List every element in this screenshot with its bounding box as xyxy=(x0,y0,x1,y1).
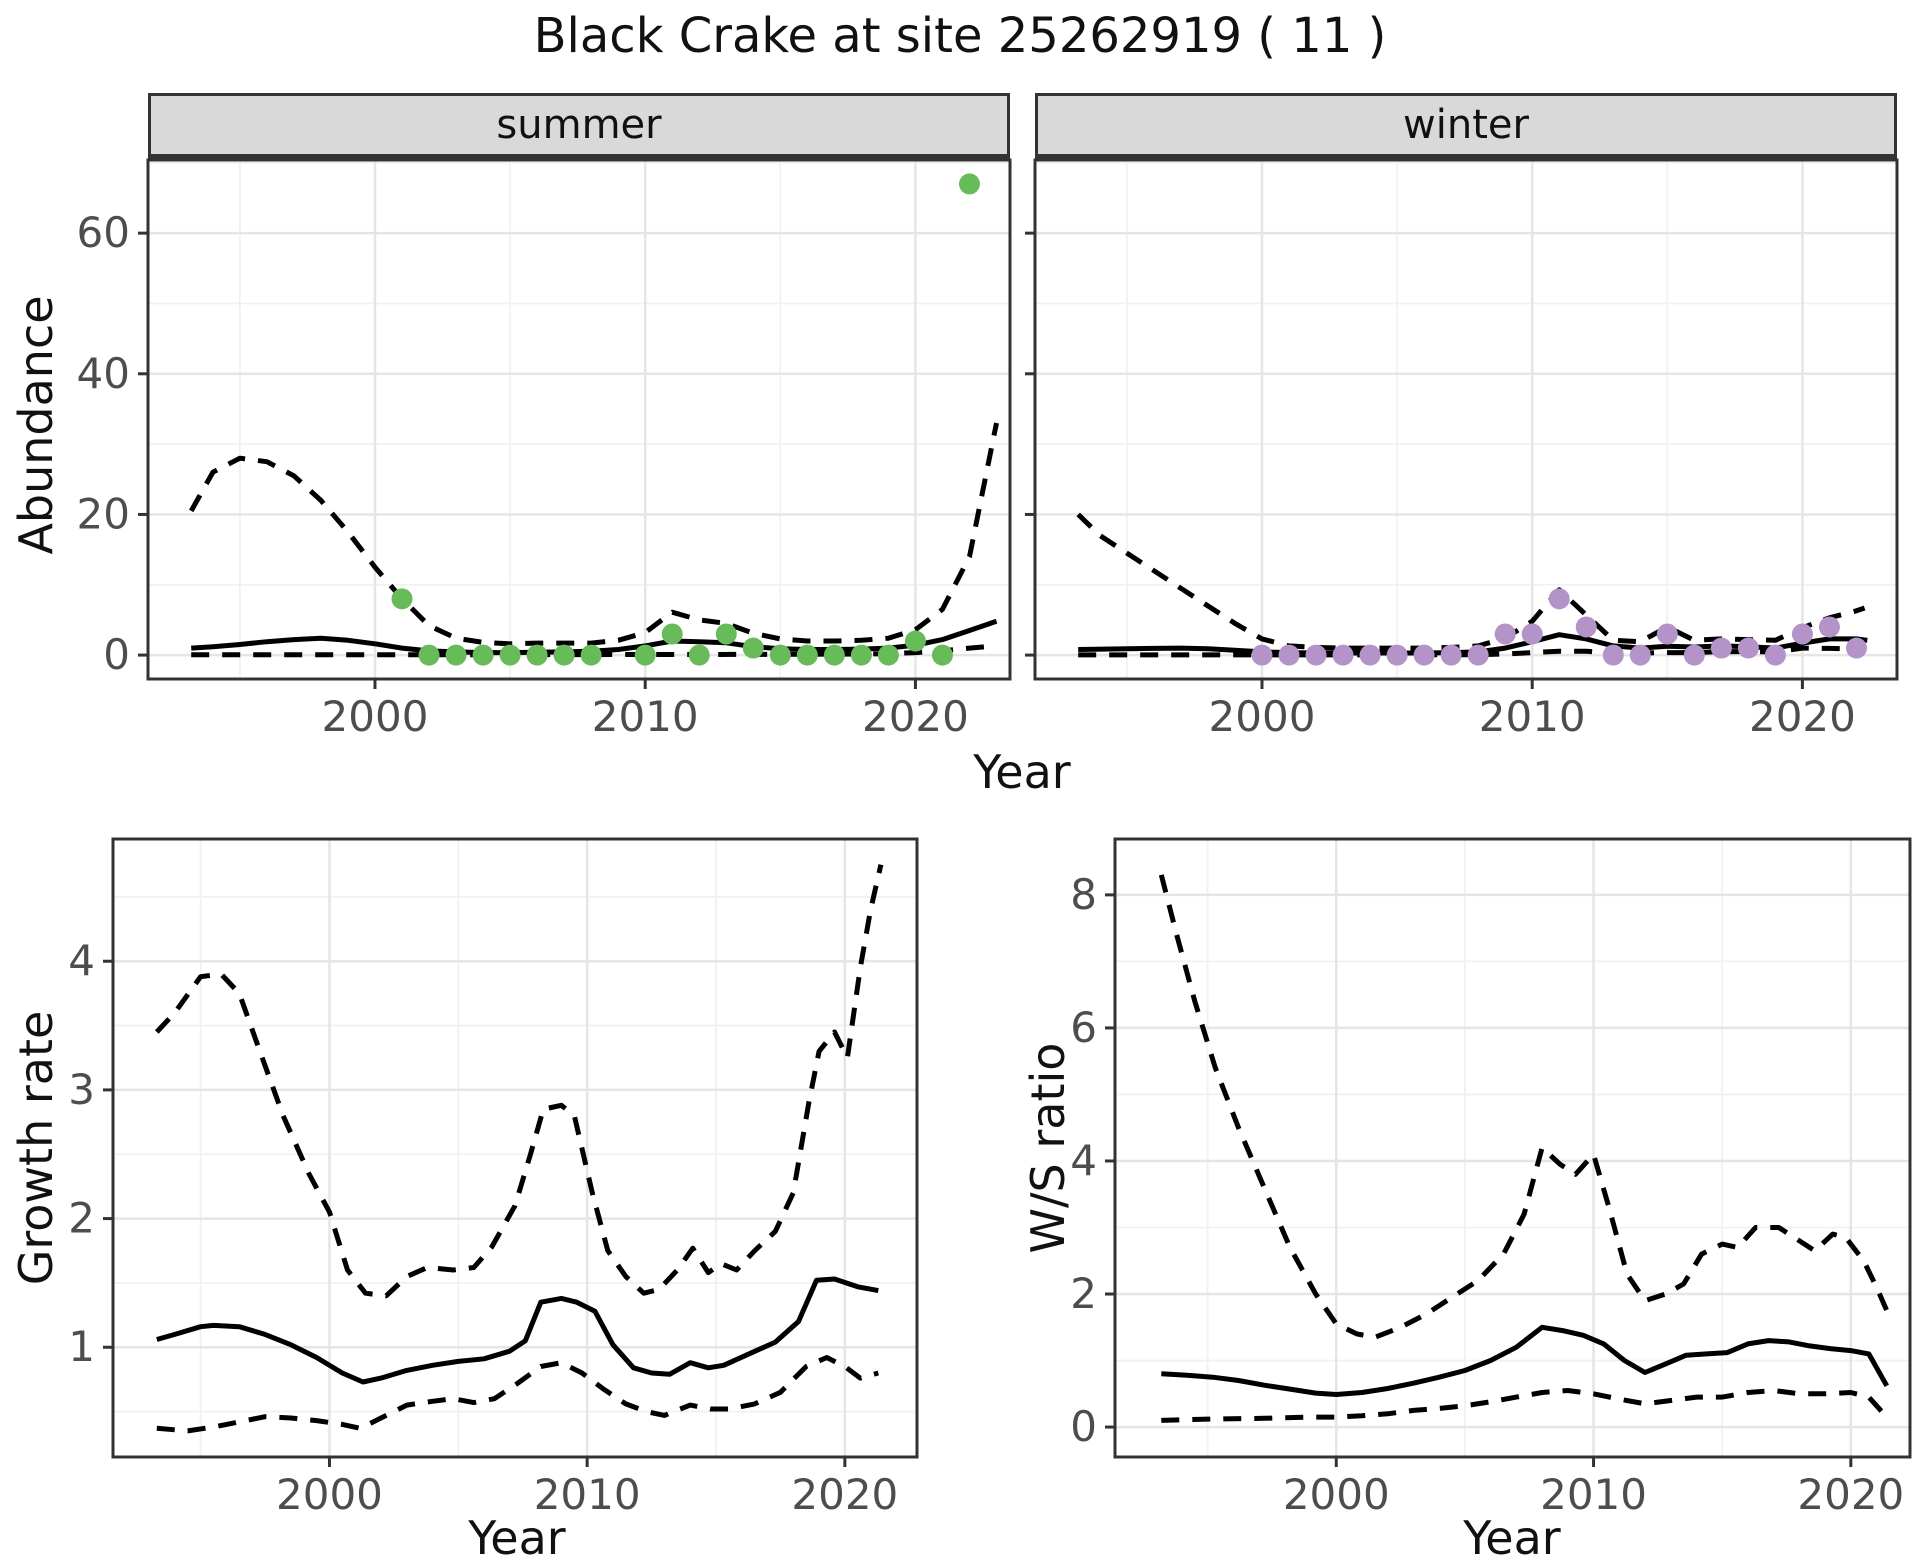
x-tick-label: 2010 xyxy=(592,692,699,741)
x-tick-label: 2000 xyxy=(1283,1470,1390,1519)
panel-ws: 2000 2010 2020 0 2 4 6 8 xyxy=(1070,837,1912,1519)
y-tick-label: 40 xyxy=(77,349,130,398)
y-tick-label: 3 xyxy=(68,1065,95,1114)
winter-observation-point xyxy=(1710,637,1732,659)
y-tick-label: 8 xyxy=(1070,870,1097,919)
panel-winter: 2000 2010 2020 xyxy=(1025,158,1899,741)
facet-strip-winter: winter xyxy=(1035,93,1897,160)
panel-border xyxy=(146,158,1012,681)
facet-strip-summer: summer xyxy=(148,93,1010,160)
y-tick-label: 2 xyxy=(1070,1269,1097,1318)
winter-observation-point xyxy=(1791,623,1813,645)
winter-observation-point xyxy=(1278,644,1300,666)
summer-observation-point xyxy=(526,644,548,666)
x-tick-label: 2020 xyxy=(862,692,969,741)
winter-observation-point xyxy=(1359,644,1381,666)
winter-observation-point xyxy=(1683,644,1705,666)
winter-observation-point xyxy=(1305,644,1327,666)
summer-upper-ci-line xyxy=(189,422,999,647)
winter-observation-point xyxy=(1656,623,1678,645)
growth-upper-ci-line xyxy=(154,864,884,1299)
summer-observation-point xyxy=(904,630,926,652)
x-tick-label: 2020 xyxy=(1797,1470,1904,1519)
growth-lower-ci-line xyxy=(156,1355,879,1434)
winter-observation-point xyxy=(1818,616,1840,638)
winter-observation-point xyxy=(1575,616,1597,638)
summer-observation-point xyxy=(823,644,845,666)
y-tick-label: 0 xyxy=(1070,1402,1097,1451)
summer-observation-point xyxy=(688,644,710,666)
growth-rate-axis-title: Growth rate xyxy=(9,1010,63,1286)
panel-summer: 2000 2010 2020 0 20 40 60 xyxy=(77,158,1012,741)
y-tick-label: 0 xyxy=(103,630,130,679)
winter-observation-point xyxy=(1332,644,1354,666)
summer-observation-point xyxy=(499,644,521,666)
x-tick-label: 2000 xyxy=(276,1470,383,1519)
panel-border xyxy=(1113,837,1912,1459)
winter-observation-point xyxy=(1845,637,1867,659)
year-axis-title-top: Year xyxy=(973,745,1071,799)
ws-fit-line xyxy=(1161,1324,1889,1397)
ws-lower-ci-line xyxy=(1161,1388,1889,1423)
summer-observation-point xyxy=(634,644,656,666)
winter-observation-point xyxy=(1602,644,1624,666)
panel-border xyxy=(111,837,919,1459)
winter-observation-point xyxy=(1629,644,1651,666)
x-tick-label: 2020 xyxy=(1749,692,1856,741)
summer-observation-point xyxy=(931,644,953,666)
winter-upper-ci-line xyxy=(1076,512,1866,651)
winter-observation-point xyxy=(1386,644,1408,666)
x-tick-label: 2000 xyxy=(1209,692,1316,741)
winter-observation-point xyxy=(1737,637,1759,659)
ws-upper-ci-line xyxy=(1158,874,1890,1340)
y-tick-label: 4 xyxy=(1070,1136,1097,1185)
abundance-axis-title: Abundance xyxy=(9,295,63,555)
x-tick-label: 2010 xyxy=(534,1470,641,1519)
winter-observation-point xyxy=(1467,644,1489,666)
winter-observation-point xyxy=(1440,644,1462,666)
summer-observation-point xyxy=(445,644,467,666)
panel-growth: 2000 2010 2020 1 2 3 4 xyxy=(68,837,919,1519)
y-tick-label: 6 xyxy=(1070,1003,1097,1052)
summer-observation-point xyxy=(715,623,737,645)
x-tick-label: 2020 xyxy=(791,1470,898,1519)
panel-border xyxy=(1033,158,1899,681)
figure-title: Black Crake at site 25262919 ( 11 ) xyxy=(533,8,1387,64)
x-tick-label: 2010 xyxy=(1479,692,1586,741)
x-tick-label: 2010 xyxy=(1540,1470,1647,1519)
summer-observation-point xyxy=(796,644,818,666)
year-axis-title-bottom-right: Year xyxy=(1463,1511,1561,1560)
winter-observation-point xyxy=(1494,623,1516,645)
summer-observation-point xyxy=(769,644,791,666)
ws-ratio-axis-title: W/S ratio xyxy=(1021,1042,1075,1254)
x-tick-label: 2000 xyxy=(322,692,429,741)
y-tick-label: 4 xyxy=(68,936,95,985)
winter-observation-point xyxy=(1548,588,1570,610)
summer-observation-point xyxy=(958,173,980,195)
summer-observation-point xyxy=(580,644,602,666)
summer-observation-point xyxy=(661,623,683,645)
winter-observation-point xyxy=(1413,644,1435,666)
summer-observation-point xyxy=(850,644,872,666)
growth-fit-line xyxy=(156,1276,879,1385)
y-tick-label: 1 xyxy=(68,1322,95,1371)
winter-observation-point xyxy=(1251,644,1273,666)
y-tick-label: 2 xyxy=(68,1194,95,1243)
summer-observation-point xyxy=(877,644,899,666)
year-axis-title-bottom-left: Year xyxy=(468,1511,566,1560)
y-tick-label: 60 xyxy=(77,208,130,257)
winter-observation-point xyxy=(1764,644,1786,666)
summer-observation-point xyxy=(472,644,494,666)
summer-observation-point xyxy=(742,637,764,659)
summer-observation-point xyxy=(391,588,413,610)
summer-observation-point xyxy=(553,644,575,666)
winter-observation-point xyxy=(1521,623,1543,645)
y-tick-label: 20 xyxy=(77,489,130,538)
summer-observation-point xyxy=(418,644,440,666)
